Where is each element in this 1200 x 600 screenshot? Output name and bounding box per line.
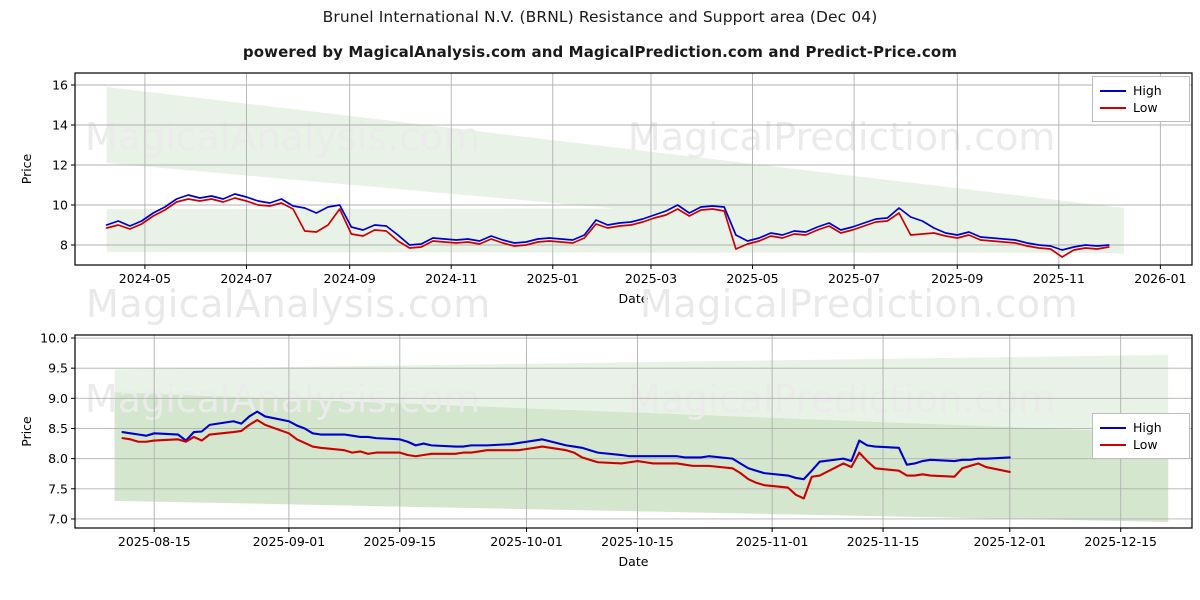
x-tick-label: 2025-08-15	[118, 534, 191, 549]
bottom-chart-legend: High Low	[1092, 413, 1190, 459]
legend-swatch-high	[1100, 426, 1126, 429]
x-tick-label: 2025-12-01	[973, 534, 1046, 549]
legend-item-high: High	[1100, 82, 1181, 99]
y-axis-title: Price	[19, 153, 34, 184]
y-tick-label: 8	[60, 238, 68, 253]
y-tick-label: 9.5	[48, 361, 68, 376]
legend-label-low: Low	[1133, 437, 1158, 452]
x-tick-label: 2025-03	[625, 271, 677, 286]
x-tick-label: 2025-10-15	[601, 534, 674, 549]
y-tick-label: 7.0	[48, 511, 68, 526]
x-tick-label: 2024-05	[119, 271, 171, 286]
x-tick-label: 2024-09	[324, 271, 376, 286]
legend-swatch-low	[1100, 443, 1126, 446]
page-subtitle: powered by MagicalAnalysis.com and Magic…	[242, 43, 958, 61]
y-axis-title: Price	[19, 416, 34, 447]
watermark-left: MagicalAnalysis.com	[85, 115, 480, 159]
bottom-chart-panel: MagicalAnalysis.com MagicalPrediction.com…	[0, 320, 1200, 600]
x-tick-label: 2024-11	[425, 271, 477, 286]
y-tick-label: 8.0	[48, 451, 68, 466]
x-tick-label: 2025-12-15	[1084, 534, 1157, 549]
x-tick-label: 2025-11-01	[736, 534, 809, 549]
page-title: Brunel International N.V. (BRNL) Resista…	[322, 8, 878, 26]
top-chart-svg: MagicalAnalysis.com MagicalPrediction.com…	[19, 72, 1193, 306]
x-tick-label: 2024-07	[220, 271, 272, 286]
y-tick-label: 16	[52, 78, 68, 93]
y-tick-label: 8.5	[48, 421, 68, 436]
series-line-low	[105, 197, 1110, 258]
y-tick-label: 10.0	[40, 331, 68, 346]
y-tick-label: 9.0	[48, 391, 68, 406]
x-tick-label: 2025-01	[527, 271, 579, 286]
watermark-right: MagicalPrediction.com	[628, 377, 1056, 421]
legend-item-low: Low	[1100, 436, 1181, 453]
legend-label-low: Low	[1133, 100, 1158, 115]
y-tick-label: 12	[52, 158, 68, 173]
legend-item-high: High	[1100, 419, 1181, 436]
x-tick-label: 2025-10-01	[490, 534, 563, 549]
legend-label-high: High	[1133, 420, 1162, 435]
series-line-high	[105, 193, 1110, 251]
legend-label-high: High	[1133, 83, 1162, 98]
legend-swatch-high	[1100, 89, 1126, 92]
x-tick-label: 2025-11	[1033, 271, 1085, 286]
x-tick-label: 2025-11-15	[847, 534, 920, 549]
series-line-high	[121, 410, 1011, 481]
x-tick-label: 2025-09-01	[253, 534, 326, 549]
x-tick-label: 2025-09	[931, 271, 983, 286]
plot-frame	[74, 72, 1193, 266]
x-tick-label: 2025-09-15	[363, 534, 436, 549]
x-tick-label: 2026-01	[1134, 271, 1186, 286]
top-chart-panel: MagicalAnalysis.com MagicalPrediction.com…	[0, 60, 1200, 315]
plot-frame	[74, 334, 1193, 529]
top-chart-legend: High Low	[1092, 76, 1190, 122]
y-tick-label: 7.5	[48, 481, 68, 496]
y-tick-label: 10	[52, 198, 68, 213]
legend-item-low: Low	[1100, 99, 1181, 116]
watermark-left: MagicalAnalysis.com	[85, 377, 480, 421]
y-tick-label: 14	[52, 118, 68, 133]
x-tick-label: 2025-07	[828, 271, 880, 286]
x-axis-title: Date	[619, 554, 649, 569]
legend-swatch-low	[1100, 106, 1126, 109]
watermark-right: MagicalPrediction.com	[628, 115, 1056, 159]
x-tick-label: 2025-05	[726, 271, 778, 286]
bottom-chart-svg: MagicalAnalysis.com MagicalPrediction.com…	[19, 331, 1193, 569]
support-area-band	[106, 208, 1124, 253]
series-line-low	[121, 418, 1011, 500]
x-axis-title: Date	[619, 291, 649, 306]
